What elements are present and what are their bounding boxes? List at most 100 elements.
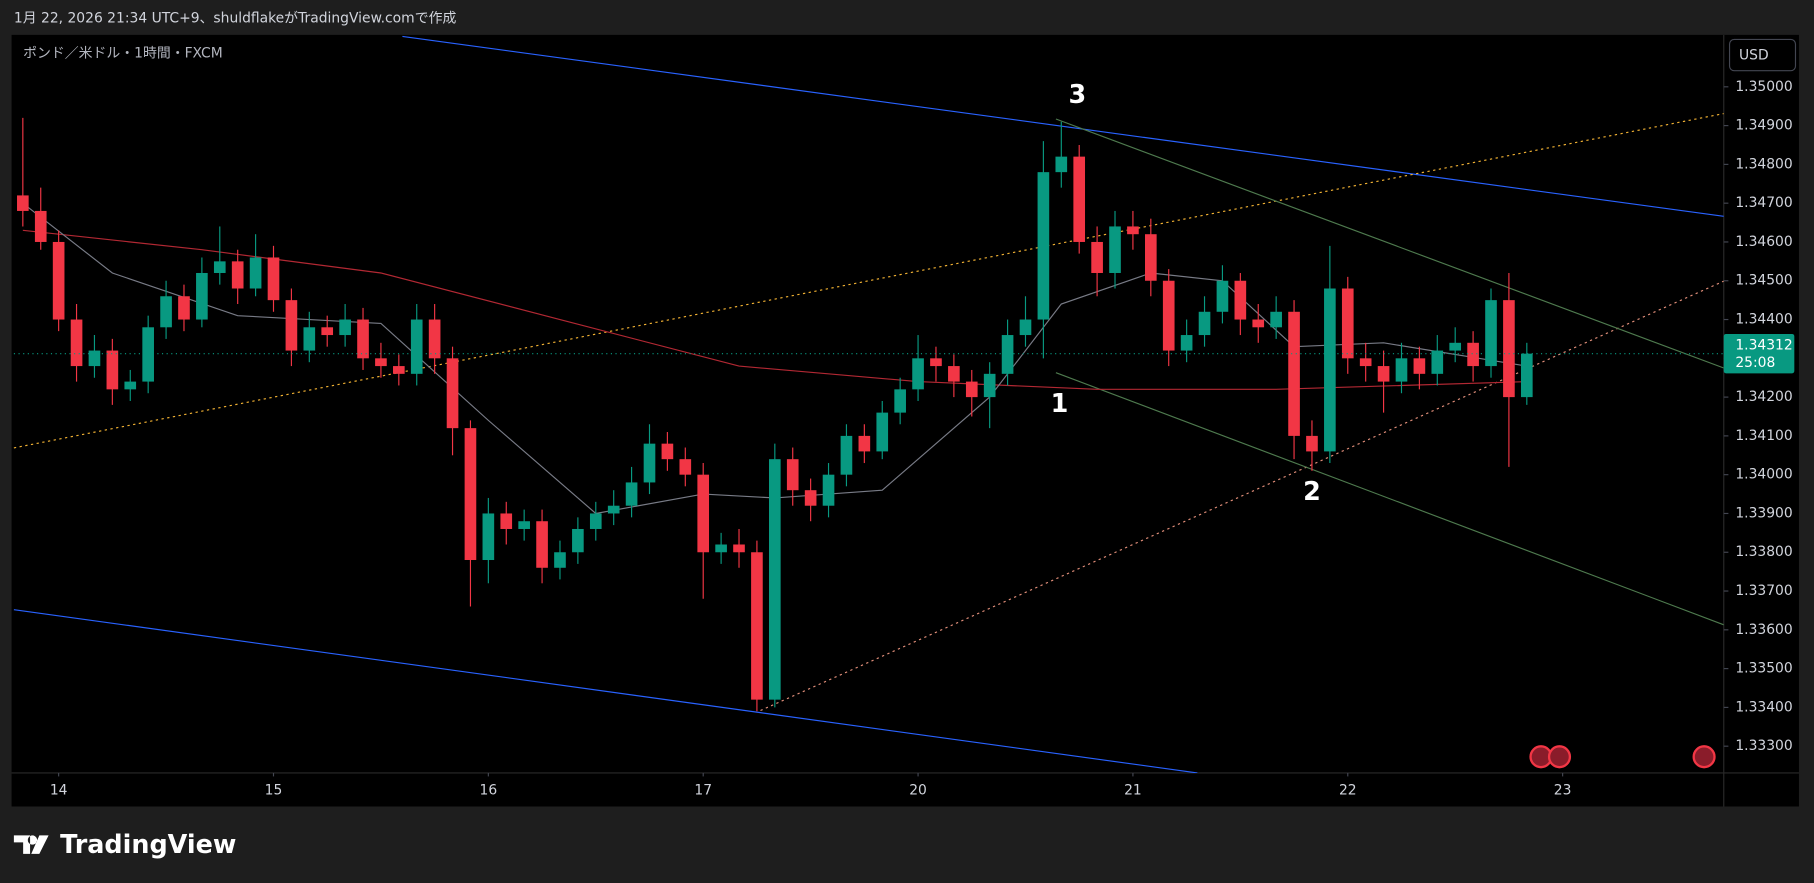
- moving-average: [22, 229, 1527, 390]
- candle-body: [554, 552, 566, 568]
- candle-body: [536, 521, 548, 568]
- candle-body: [607, 505, 620, 514]
- candle-body: [196, 272, 208, 320]
- candle-body: [1180, 335, 1193, 351]
- x-tick-label: 16: [480, 782, 498, 798]
- candle-body: [1252, 319, 1265, 328]
- trend-line: [13, 113, 1724, 449]
- x-tick-label: 17: [694, 782, 712, 798]
- candle-body: [589, 513, 602, 529]
- candle-body: [572, 528, 584, 553]
- trend-line: [1055, 372, 1724, 626]
- candle-body: [410, 319, 423, 374]
- caption: 1月 22, 2026 21:34 UTC+9、shuldflakeがTradi…: [14, 11, 457, 27]
- candle-body: [858, 435, 871, 452]
- x-tick-label: 14: [50, 782, 68, 798]
- y-tick-label: 1.34800: [1735, 156, 1792, 172]
- candle-body: [876, 412, 889, 452]
- candle-body: [1306, 435, 1318, 452]
- candle-body: [1324, 288, 1336, 452]
- y-tick-label: 1.33500: [1735, 661, 1792, 677]
- candle-body: [1431, 350, 1444, 374]
- logo-icon: [13, 835, 49, 854]
- candle-body: [643, 443, 656, 483]
- candle-body: [142, 327, 154, 382]
- candle-body: [124, 381, 137, 390]
- candle-body: [1377, 366, 1390, 382]
- candle-body: [1091, 241, 1103, 273]
- candle-body: [804, 490, 817, 506]
- candle-body: [679, 459, 692, 475]
- x-tick-label: 21: [1124, 782, 1142, 798]
- chart-pane: [11, 34, 1799, 807]
- candle-body: [625, 482, 638, 506]
- candle-body: [303, 327, 316, 351]
- y-tick-label: 1.33400: [1735, 699, 1792, 715]
- candle-body: [1467, 342, 1479, 367]
- event-flag[interactable]: [1547, 745, 1572, 769]
- candle-body: [34, 210, 47, 242]
- y-tick-label: 1.34600: [1735, 234, 1792, 250]
- candle-body: [661, 443, 674, 460]
- logo: TradingView: [13, 830, 236, 860]
- brand: TradingView: [60, 830, 236, 860]
- y-tick-label: 1.33800: [1735, 544, 1792, 560]
- candle-body: [500, 513, 513, 529]
- candle-body: [1019, 319, 1032, 336]
- event-flag[interactable]: [1692, 745, 1716, 769]
- candle-body: [948, 366, 960, 382]
- candle-body: [1270, 311, 1282, 328]
- candle-body: [106, 350, 119, 390]
- candle-body: [285, 300, 298, 351]
- candle-body: [822, 474, 835, 506]
- y-tick-label: 1.33300: [1735, 738, 1792, 754]
- candle-body: [1055, 156, 1068, 173]
- last-price-label: 1.34312: [1735, 338, 1792, 354]
- candle-body: [231, 261, 244, 289]
- candle-body: [52, 241, 65, 320]
- candle-body: [1001, 335, 1014, 374]
- candle-body: [321, 327, 334, 336]
- candle-body: [1341, 288, 1354, 359]
- candle-body: [1109, 226, 1121, 273]
- candle-body: [1413, 358, 1426, 374]
- candle-body: [428, 319, 441, 359]
- currency: USD: [1739, 48, 1769, 64]
- candle-body: [1162, 280, 1175, 351]
- candle-body: [1359, 358, 1372, 367]
- candle-body: [1144, 234, 1157, 281]
- candle-body: [88, 350, 101, 367]
- candle-body: [17, 195, 29, 211]
- y-tick-label: 1.33900: [1735, 505, 1792, 521]
- currency-button[interactable]: [1728, 38, 1797, 72]
- x-tick-label: 20: [909, 782, 927, 798]
- annotation: 1: [1051, 389, 1069, 419]
- candle-body: [249, 257, 262, 289]
- candle-body: [786, 459, 799, 491]
- candle-body: [482, 513, 495, 561]
- candle-body: [1520, 353, 1533, 398]
- candle-body: [930, 358, 942, 367]
- candle-body: [518, 521, 530, 529]
- candle-body: [375, 358, 387, 367]
- candle-body: [1449, 342, 1462, 351]
- plot-area: [13, 35, 1724, 773]
- trend-line: [1055, 118, 1724, 369]
- candle-body: [1127, 226, 1139, 235]
- y-tick-label: 1.33700: [1735, 583, 1792, 599]
- symbol: ポンド／米ドル・1時間・FXCM: [23, 45, 223, 61]
- candle-body: [1198, 311, 1211, 336]
- candle-body: [160, 296, 172, 328]
- candle-body: [1073, 156, 1086, 242]
- candle-body: [697, 474, 710, 553]
- candle-body: [1485, 300, 1497, 367]
- candle-body: [1216, 280, 1229, 312]
- countdown: 25:08: [1735, 355, 1775, 371]
- candle-body: [464, 428, 477, 561]
- y-tick-label: 1.35000: [1735, 79, 1792, 95]
- candle-body: [912, 358, 924, 390]
- y-tick-label: 1.34100: [1735, 428, 1792, 444]
- candle-body: [840, 435, 853, 475]
- candle-body: [446, 358, 459, 429]
